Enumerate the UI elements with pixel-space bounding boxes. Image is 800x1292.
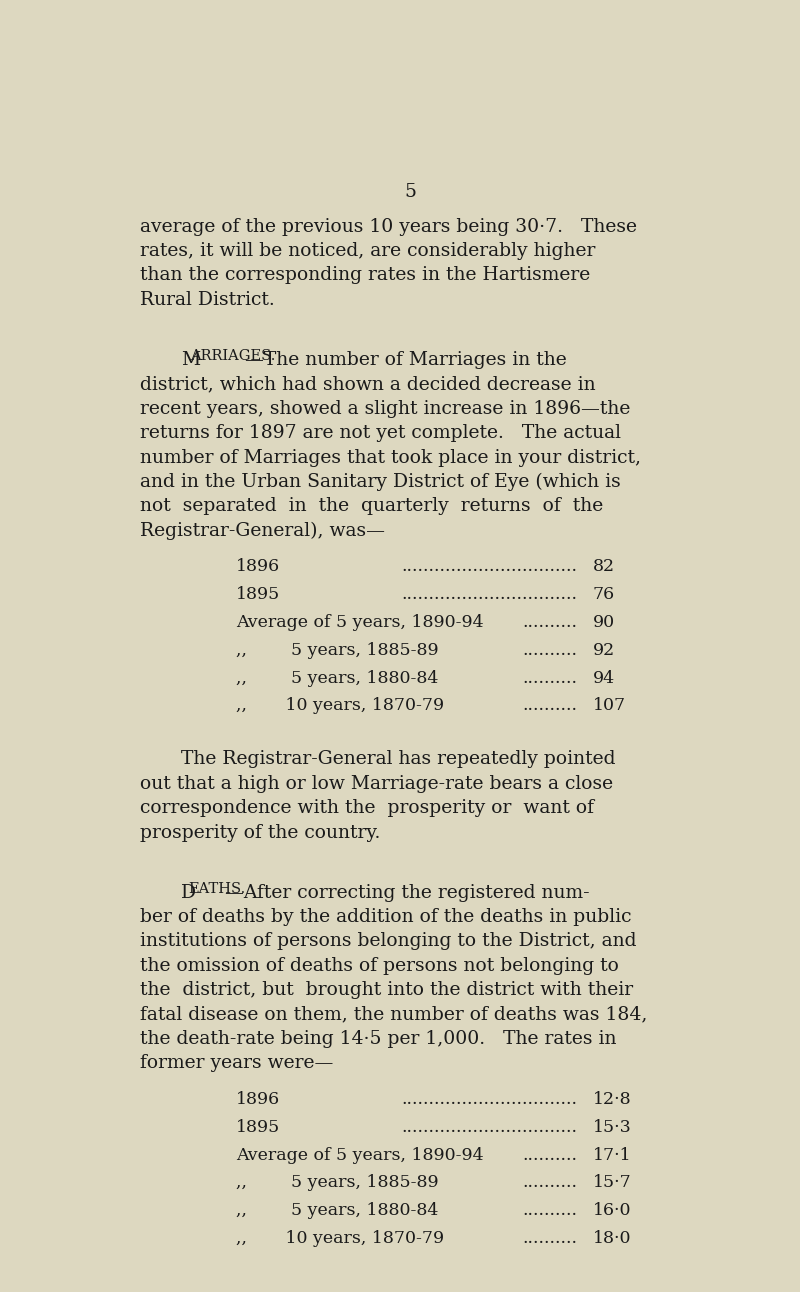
Text: Average of 5 years, 1890-94: Average of 5 years, 1890-94 (237, 614, 484, 630)
Text: ................................: ................................ (402, 1119, 578, 1136)
Text: 90: 90 (593, 614, 615, 630)
Text: rates, it will be noticed, are considerably higher: rates, it will be noticed, are considera… (140, 242, 596, 260)
Text: EATHS.: EATHS. (189, 882, 246, 895)
Text: ARRIAGES.: ARRIAGES. (190, 349, 276, 363)
Text: correspondence with the  prosperity or  want of: correspondence with the prosperity or wa… (140, 800, 594, 817)
Text: institutions of persons belonging to the District, and: institutions of persons belonging to the… (140, 933, 637, 951)
Text: ..........: .......... (522, 669, 578, 686)
Text: the omission of deaths of persons not belonging to: the omission of deaths of persons not be… (140, 957, 619, 975)
Text: not  separated  in  the  quarterly  returns  of  the: not separated in the quarterly returns o… (140, 497, 603, 516)
Text: ,,        5 years, 1885-89: ,, 5 years, 1885-89 (237, 1174, 439, 1191)
Text: ..........: .......... (522, 698, 578, 714)
Text: ,,        5 years, 1880-84: ,, 5 years, 1880-84 (237, 669, 438, 686)
Text: Average of 5 years, 1890-94: Average of 5 years, 1890-94 (237, 1146, 484, 1164)
Text: ..........: .......... (522, 1174, 578, 1191)
Text: 18·0: 18·0 (593, 1230, 631, 1247)
Text: 76: 76 (593, 587, 615, 603)
Text: 1895: 1895 (237, 587, 281, 603)
Text: 5: 5 (404, 183, 416, 200)
Text: 1895: 1895 (237, 1119, 281, 1136)
Text: number of Marriages that took place in your district,: number of Marriages that took place in y… (140, 448, 642, 466)
Text: —After correcting the registered num-: —After correcting the registered num- (225, 884, 590, 902)
Text: prosperity of the country.: prosperity of the country. (140, 823, 381, 841)
Text: 17·1: 17·1 (593, 1146, 631, 1164)
Text: ,,        5 years, 1880-84: ,, 5 years, 1880-84 (237, 1203, 438, 1220)
Text: 16·0: 16·0 (593, 1203, 631, 1220)
Text: 1896: 1896 (237, 1090, 281, 1107)
Text: ber of deaths by the addition of the deaths in public: ber of deaths by the addition of the dea… (140, 908, 632, 926)
Text: 82: 82 (593, 558, 615, 575)
Text: the death-rate being 14·5 per 1,000.   The rates in: the death-rate being 14·5 per 1,000. The… (140, 1030, 617, 1048)
Text: ..........: .......... (522, 642, 578, 659)
Text: 15·3: 15·3 (593, 1119, 632, 1136)
Text: ..........: .......... (522, 1230, 578, 1247)
Text: district, which had shown a decided decrease in: district, which had shown a decided decr… (140, 376, 596, 393)
Text: 94: 94 (593, 669, 615, 686)
Text: than the corresponding rates in the Hartismere: than the corresponding rates in the Hart… (140, 266, 590, 284)
Text: ..........: .......... (522, 1203, 578, 1220)
Text: —The number of Marriages in the: —The number of Marriages in the (246, 351, 567, 370)
Text: 12·8: 12·8 (593, 1090, 631, 1107)
Text: ..........: .......... (522, 614, 578, 630)
Text: Rural District.: Rural District. (140, 291, 275, 309)
Text: 15·7: 15·7 (593, 1174, 632, 1191)
Text: fatal disease on them, the number of deaths was 184,: fatal disease on them, the number of dea… (140, 1005, 648, 1023)
Text: out that a high or low Marriage-rate bears a close: out that a high or low Marriage-rate bea… (140, 775, 614, 793)
Text: 92: 92 (593, 642, 615, 659)
Text: and in the Urban Sanitary District of Eye (which is: and in the Urban Sanitary District of Ey… (140, 473, 621, 491)
Text: M: M (181, 351, 200, 370)
Text: ................................: ................................ (402, 558, 578, 575)
Text: ,,       10 years, 1870-79: ,, 10 years, 1870-79 (237, 1230, 445, 1247)
Text: ................................: ................................ (402, 1090, 578, 1107)
Text: 107: 107 (593, 698, 626, 714)
Text: Registrar-General), was—: Registrar-General), was— (140, 522, 386, 540)
Text: average of the previous 10 years being 30·7.   These: average of the previous 10 years being 3… (140, 218, 638, 235)
Text: ,,       10 years, 1870-79: ,, 10 years, 1870-79 (237, 698, 445, 714)
Text: ................................: ................................ (402, 587, 578, 603)
Text: 1896: 1896 (237, 558, 281, 575)
Text: returns for 1897 are not yet complete.   The actual: returns for 1897 are not yet complete. T… (140, 424, 622, 442)
Text: ..........: .......... (522, 1146, 578, 1164)
Text: The Registrar-General has repeatedly pointed: The Registrar-General has repeatedly poi… (181, 751, 615, 769)
Text: ,,        5 years, 1885-89: ,, 5 years, 1885-89 (237, 642, 439, 659)
Text: the  district, but  brought into the district with their: the district, but brought into the distr… (140, 981, 634, 999)
Text: D: D (181, 884, 196, 902)
Text: recent years, showed a slight increase in 1896—the: recent years, showed a slight increase i… (140, 399, 630, 417)
Text: former years were—: former years were— (140, 1054, 334, 1072)
